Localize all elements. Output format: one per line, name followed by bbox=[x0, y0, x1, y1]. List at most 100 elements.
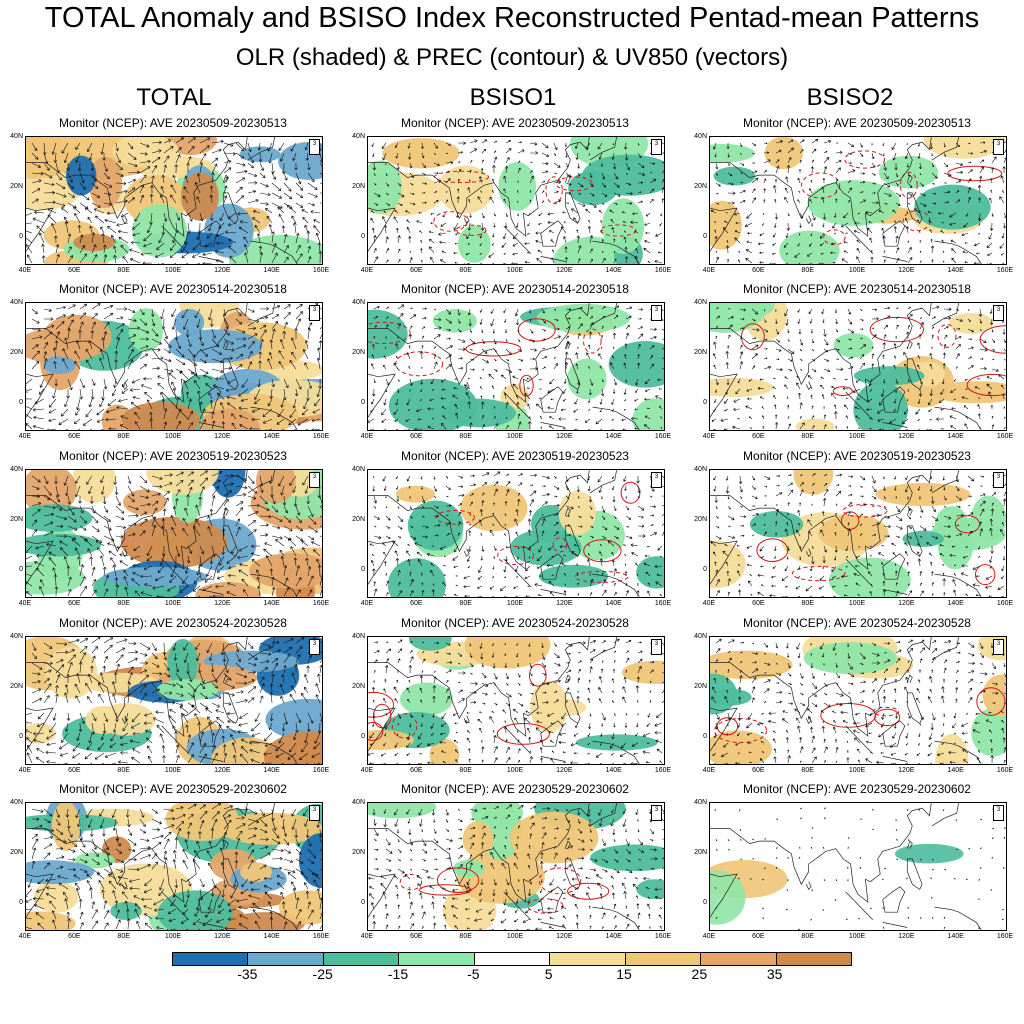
coastline bbox=[710, 540, 738, 585]
olr-shade-blob bbox=[195, 582, 261, 597]
x-tick-label: 120E bbox=[214, 267, 231, 274]
olr-shade-blob bbox=[710, 730, 772, 764]
vector-arrows bbox=[26, 303, 322, 430]
vector-reference-box: 3 bbox=[309, 805, 320, 821]
map-panel-svg bbox=[26, 137, 322, 264]
precip-contour bbox=[538, 867, 582, 895]
colorbar-segment bbox=[173, 953, 249, 965]
coastline bbox=[710, 470, 932, 570]
olr-shade-blob bbox=[828, 557, 911, 597]
olr-shade-blob bbox=[382, 138, 460, 169]
coastline bbox=[26, 207, 54, 252]
olr-shade-blob bbox=[180, 172, 219, 221]
coastline bbox=[845, 891, 874, 921]
x-tick-label: 140E bbox=[947, 767, 964, 774]
x-tick-label: 100E bbox=[848, 433, 866, 440]
olr-shade-blob bbox=[249, 553, 322, 589]
y-tick-label: 20N bbox=[352, 349, 365, 356]
olr-shade-blob bbox=[368, 309, 408, 359]
coastline bbox=[592, 740, 640, 764]
y-tick-label: 0 bbox=[361, 899, 365, 906]
vector-reference-box: 3 bbox=[309, 639, 320, 655]
x-tick-label: 40E bbox=[18, 933, 32, 940]
x-tick-label: 80E bbox=[117, 433, 130, 440]
olr-shade-blob bbox=[368, 160, 402, 214]
coastline bbox=[198, 220, 222, 247]
x-tick-label: 160E bbox=[312, 767, 330, 774]
coastline bbox=[882, 756, 908, 762]
olr-shade-blob bbox=[818, 514, 889, 552]
x-tick-label: 140E bbox=[605, 267, 622, 274]
map-panel-bsiso1: 3 bbox=[367, 469, 665, 598]
coastline bbox=[882, 553, 906, 580]
x-tick-label: 80E bbox=[459, 267, 472, 274]
coastline bbox=[463, 215, 470, 225]
colorbar-segment bbox=[550, 953, 626, 965]
panel-title: Monitor (NCEP): AVE 20230519-20230523 bbox=[743, 449, 971, 463]
x-tick-label: 140E bbox=[605, 433, 622, 440]
y-tick-label: 20N bbox=[352, 849, 365, 856]
olr-shade-blob bbox=[408, 637, 452, 651]
y-tick-label: 0 bbox=[19, 233, 23, 240]
coastline bbox=[368, 637, 590, 737]
x-tick-label: 80E bbox=[459, 433, 472, 440]
precip-contour bbox=[368, 321, 411, 344]
precip-contour bbox=[947, 165, 1003, 182]
vector-arrows bbox=[370, 139, 664, 264]
vector-arrows bbox=[710, 473, 1006, 597]
x-tick-label: 160E bbox=[654, 933, 672, 940]
vector-reference-box: 3 bbox=[651, 305, 662, 321]
precip-contour bbox=[567, 882, 610, 900]
coastline bbox=[906, 525, 923, 557]
coastline bbox=[805, 548, 812, 558]
olr-shade-blob bbox=[42, 314, 112, 360]
y-tick-label: 0 bbox=[361, 233, 365, 240]
x-tick-label: 40E bbox=[18, 433, 32, 440]
x-tick-label: 120E bbox=[898, 433, 915, 440]
coastline bbox=[710, 303, 932, 403]
vector-reference-box: 3 bbox=[651, 472, 662, 488]
x-tick-label: 60E bbox=[68, 767, 81, 774]
olr-shade-blob bbox=[710, 870, 746, 925]
coastline bbox=[845, 225, 874, 255]
coastline bbox=[26, 137, 248, 237]
x-tick-label: 160E bbox=[996, 933, 1014, 940]
olr-shade-blob bbox=[498, 162, 537, 211]
coastline bbox=[931, 137, 959, 161]
x-tick-label: 60E bbox=[68, 267, 81, 274]
coastline bbox=[540, 589, 566, 595]
coastline bbox=[906, 692, 923, 724]
coastline bbox=[26, 373, 54, 418]
map-panel-total: 3 bbox=[25, 802, 323, 931]
coastline bbox=[564, 525, 581, 557]
map-panel-bsiso2: 3 bbox=[709, 636, 1007, 765]
coastline bbox=[805, 881, 812, 891]
coastline bbox=[247, 803, 275, 827]
precip-contour bbox=[741, 323, 765, 351]
y-tick-label: 40N bbox=[694, 299, 707, 306]
panel-title: Monitor (NCEP): AVE 20230509-20230513 bbox=[401, 116, 629, 130]
coastline bbox=[247, 470, 275, 494]
coastline bbox=[540, 756, 566, 762]
precip-contour bbox=[801, 172, 841, 199]
vector-arrows bbox=[26, 470, 322, 597]
column-header-bsiso2: BSISO2 bbox=[806, 84, 894, 111]
coastline bbox=[250, 573, 298, 597]
vector-arrows bbox=[368, 804, 664, 930]
coastline bbox=[540, 720, 564, 747]
x-tick-label: 60E bbox=[68, 933, 81, 940]
olr-shade-blob bbox=[88, 157, 123, 209]
olr-shade-blob bbox=[255, 470, 296, 504]
olr-shade-blob bbox=[72, 470, 116, 504]
coastline bbox=[906, 507, 913, 516]
coastline bbox=[906, 674, 913, 683]
panel-title: Monitor (NCEP): AVE 20230514-20230518 bbox=[743, 282, 971, 296]
vector-reference-box: 3 bbox=[993, 639, 1004, 655]
wind-vectors bbox=[711, 305, 1006, 430]
x-tick-label: 80E bbox=[801, 433, 814, 440]
olr-shade-blob bbox=[710, 673, 737, 715]
x-tick-label: 40E bbox=[18, 767, 32, 774]
coastline bbox=[222, 507, 229, 516]
olr-shade-blob bbox=[793, 470, 834, 495]
olr-shade-blob bbox=[779, 230, 840, 264]
